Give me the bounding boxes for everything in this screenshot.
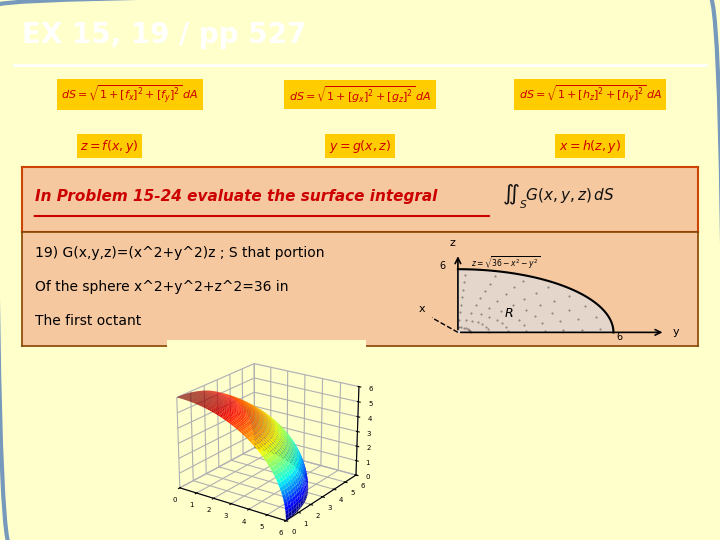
Text: EX 15, 19 / pp 527: EX 15, 19 / pp 527 — [22, 21, 306, 49]
Text: y: y — [673, 327, 680, 338]
Text: 6: 6 — [440, 261, 446, 271]
Text: 19) G(x,y,z)=(x^2+y^2)z ; S that portion: 19) G(x,y,z)=(x^2+y^2)z ; S that portion — [35, 246, 325, 260]
Polygon shape — [458, 269, 613, 332]
Text: $z = f(x,y)$: $z = f(x,y)$ — [81, 138, 139, 154]
Text: $\iint_S G(x,y,z)\,dS$: $\iint_S G(x,y,z)\,dS$ — [502, 183, 615, 211]
Text: z: z — [450, 238, 456, 248]
Text: $y = g(x,z)$: $y = g(x,z)$ — [329, 138, 391, 154]
Text: $dS = \sqrt{1+[f_x]^2+[f_y]^2}\,dA$: $dS = \sqrt{1+[f_x]^2+[f_y]^2}\,dA$ — [61, 84, 199, 105]
Text: x: x — [419, 305, 426, 314]
Text: 6: 6 — [616, 332, 622, 342]
Text: In Problem 15-24 evaluate the surface integral: In Problem 15-24 evaluate the surface in… — [35, 189, 438, 204]
Text: The first octant: The first octant — [35, 314, 141, 328]
Text: R: R — [505, 307, 513, 320]
Text: $dS = \sqrt{1+[h_z]^2+[h_y]^2}\,dA$: $dS = \sqrt{1+[h_z]^2+[h_y]^2}\,dA$ — [518, 84, 662, 105]
Text: $z=\sqrt{36-x^2-y^2}$: $z=\sqrt{36-x^2-y^2}$ — [471, 254, 540, 272]
Text: $dS = \sqrt{1+[g_x]^2+[g_z]^2}\,dA$: $dS = \sqrt{1+[g_x]^2+[g_z]^2}\,dA$ — [289, 84, 431, 105]
Text: Of the sphere x^2+y^2+z^2=36 in: Of the sphere x^2+y^2+z^2=36 in — [35, 280, 289, 294]
Text: $x = h(z,y)$: $x = h(z,y)$ — [559, 138, 621, 154]
